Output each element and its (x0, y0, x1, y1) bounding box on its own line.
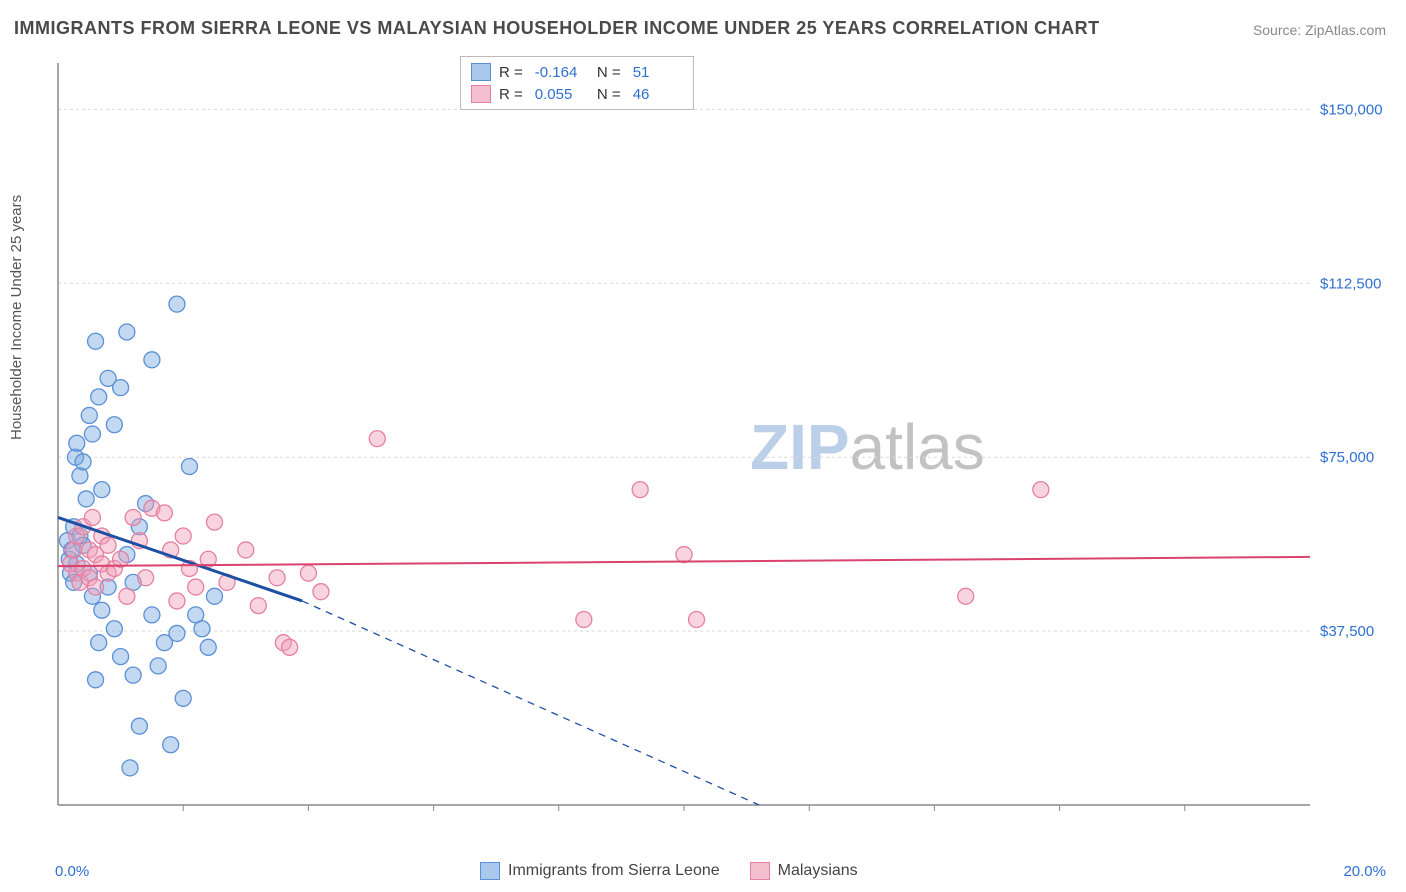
swatch-series2 (471, 85, 491, 103)
r-label: R = (499, 64, 523, 81)
swatch-series1 (471, 63, 491, 81)
legend-row-series1: R = -0.164 N = 51 (471, 61, 683, 83)
svg-text:$37,500: $37,500 (1320, 623, 1374, 640)
r-value-series2: 0.055 (535, 86, 585, 103)
svg-text:$75,000: $75,000 (1320, 449, 1374, 466)
legend-item: Immigrants from Sierra Leone (480, 862, 720, 880)
chart-title: IMMIGRANTS FROM SIERRA LEONE VS MALAYSIA… (14, 18, 1100, 39)
legend-item: Malaysians (750, 862, 858, 880)
legend-label: Immigrants from Sierra Leone (508, 862, 720, 880)
source-label: Source: ZipAtlas.com (1253, 22, 1386, 38)
n-value-series1: 51 (633, 64, 683, 81)
legend-row-series2: R = 0.055 N = 46 (471, 83, 683, 105)
svg-text:$150,000: $150,000 (1320, 101, 1383, 118)
svg-text:$112,500: $112,500 (1320, 275, 1381, 292)
n-label: N = (593, 86, 621, 103)
n-value-series2: 46 (633, 86, 683, 103)
x-axis-min-label: 0.0% (55, 863, 89, 880)
y-axis-label: Householder Income Under 25 years (8, 195, 25, 440)
legend-label: Malaysians (778, 862, 858, 880)
scatter-chart: $37,500 $75,000 $112,500 $150,000 (50, 55, 1390, 845)
x-axis-max-label: 20.0% (1343, 863, 1386, 880)
legend-swatch (750, 862, 770, 880)
legend-swatch (480, 862, 500, 880)
r-value-series1: -0.164 (535, 64, 585, 81)
n-label: N = (593, 64, 621, 81)
series-legend: Immigrants from Sierra Leone Malaysians (480, 862, 858, 880)
r-label: R = (499, 86, 523, 103)
correlation-legend: R = -0.164 N = 51 R = 0.055 N = 46 (460, 56, 694, 110)
